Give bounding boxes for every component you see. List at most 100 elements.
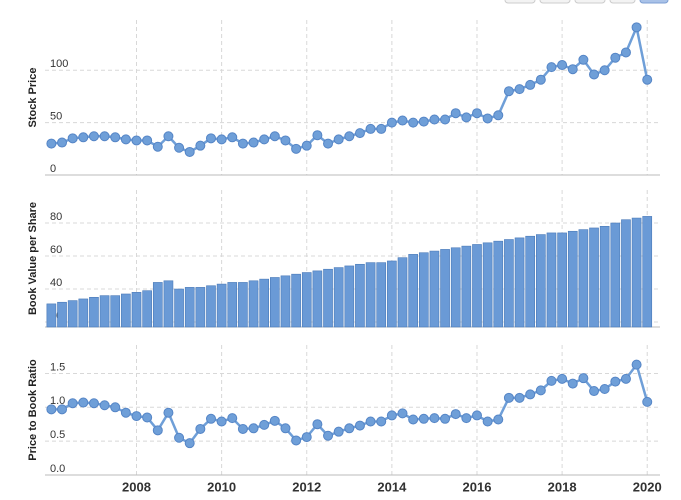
point	[376, 416, 387, 427]
point	[184, 146, 195, 157]
bar	[227, 282, 238, 328]
point	[482, 113, 493, 124]
y-tick-label: 60	[50, 244, 62, 256]
bar	[450, 247, 461, 328]
point	[535, 385, 546, 396]
bar	[67, 300, 78, 328]
point	[610, 52, 621, 63]
bar	[291, 273, 301, 328]
point	[323, 138, 334, 149]
point	[248, 137, 259, 148]
button[interactable]	[609, 0, 636, 4]
point	[535, 74, 546, 85]
point	[471, 108, 482, 119]
point	[67, 398, 78, 409]
point	[131, 135, 142, 146]
bar	[599, 226, 610, 328]
y-tick-label: 0.5	[50, 429, 65, 441]
point	[493, 414, 504, 425]
bar	[631, 217, 642, 328]
x-tick-label: 2020	[633, 479, 662, 494]
bar	[312, 270, 323, 328]
point	[269, 415, 280, 426]
bar	[248, 280, 259, 328]
point	[514, 392, 525, 403]
bar	[610, 222, 621, 328]
point	[450, 409, 461, 420]
y-tick-label: 1.0	[50, 395, 65, 407]
bar	[514, 237, 525, 328]
point	[631, 359, 642, 370]
point	[205, 133, 216, 144]
point	[386, 117, 397, 128]
point	[557, 60, 568, 71]
bar	[110, 295, 121, 328]
point	[461, 112, 472, 123]
bar	[78, 298, 89, 328]
point	[248, 423, 259, 434]
point	[365, 416, 376, 427]
y-tick-label: 0.0	[50, 463, 65, 475]
x-tick-label: 2012	[292, 479, 321, 494]
x-tick-label: 2008	[122, 479, 151, 494]
bar	[195, 287, 206, 328]
bar	[472, 244, 482, 328]
y-axis-title: Book Value per Share	[27, 202, 39, 315]
point	[471, 410, 482, 421]
point	[163, 131, 174, 142]
bar	[461, 245, 472, 328]
bar	[46, 303, 57, 328]
point	[631, 22, 642, 33]
button[interactable]	[504, 0, 536, 4]
y-tick-label: 80	[50, 211, 62, 223]
point	[131, 411, 142, 422]
point	[333, 134, 344, 145]
point	[280, 423, 291, 434]
bar	[440, 249, 450, 328]
y-tick-label: 1.5	[50, 361, 65, 373]
bar	[482, 242, 493, 328]
point	[354, 128, 365, 139]
button[interactable]	[639, 0, 669, 4]
bar	[121, 293, 131, 328]
point	[642, 396, 653, 407]
bar	[184, 287, 195, 328]
point	[546, 375, 557, 386]
point	[88, 131, 99, 142]
bar	[280, 275, 291, 328]
point	[57, 404, 68, 415]
point	[567, 64, 578, 75]
point	[237, 423, 248, 434]
bar	[365, 262, 376, 328]
point	[120, 134, 131, 145]
button[interactable]	[539, 0, 571, 4]
point	[110, 402, 121, 413]
point	[440, 114, 451, 125]
button[interactable]	[574, 0, 606, 4]
point	[418, 413, 429, 424]
bar	[557, 232, 567, 328]
point	[514, 84, 525, 95]
point	[578, 373, 589, 384]
point	[110, 132, 121, 143]
point	[99, 131, 110, 142]
point	[184, 438, 195, 449]
bar	[152, 282, 163, 328]
point	[195, 140, 206, 151]
point	[589, 69, 600, 80]
point	[99, 400, 110, 411]
y-tick-label: 0	[50, 163, 56, 175]
point	[429, 114, 440, 125]
point	[599, 384, 610, 395]
point	[344, 423, 355, 434]
point	[376, 123, 387, 134]
point	[120, 407, 131, 418]
point	[461, 413, 472, 424]
point	[78, 132, 89, 143]
point	[163, 407, 174, 418]
bar	[163, 280, 174, 328]
point	[642, 74, 653, 85]
point	[269, 131, 280, 142]
point	[291, 435, 302, 446]
